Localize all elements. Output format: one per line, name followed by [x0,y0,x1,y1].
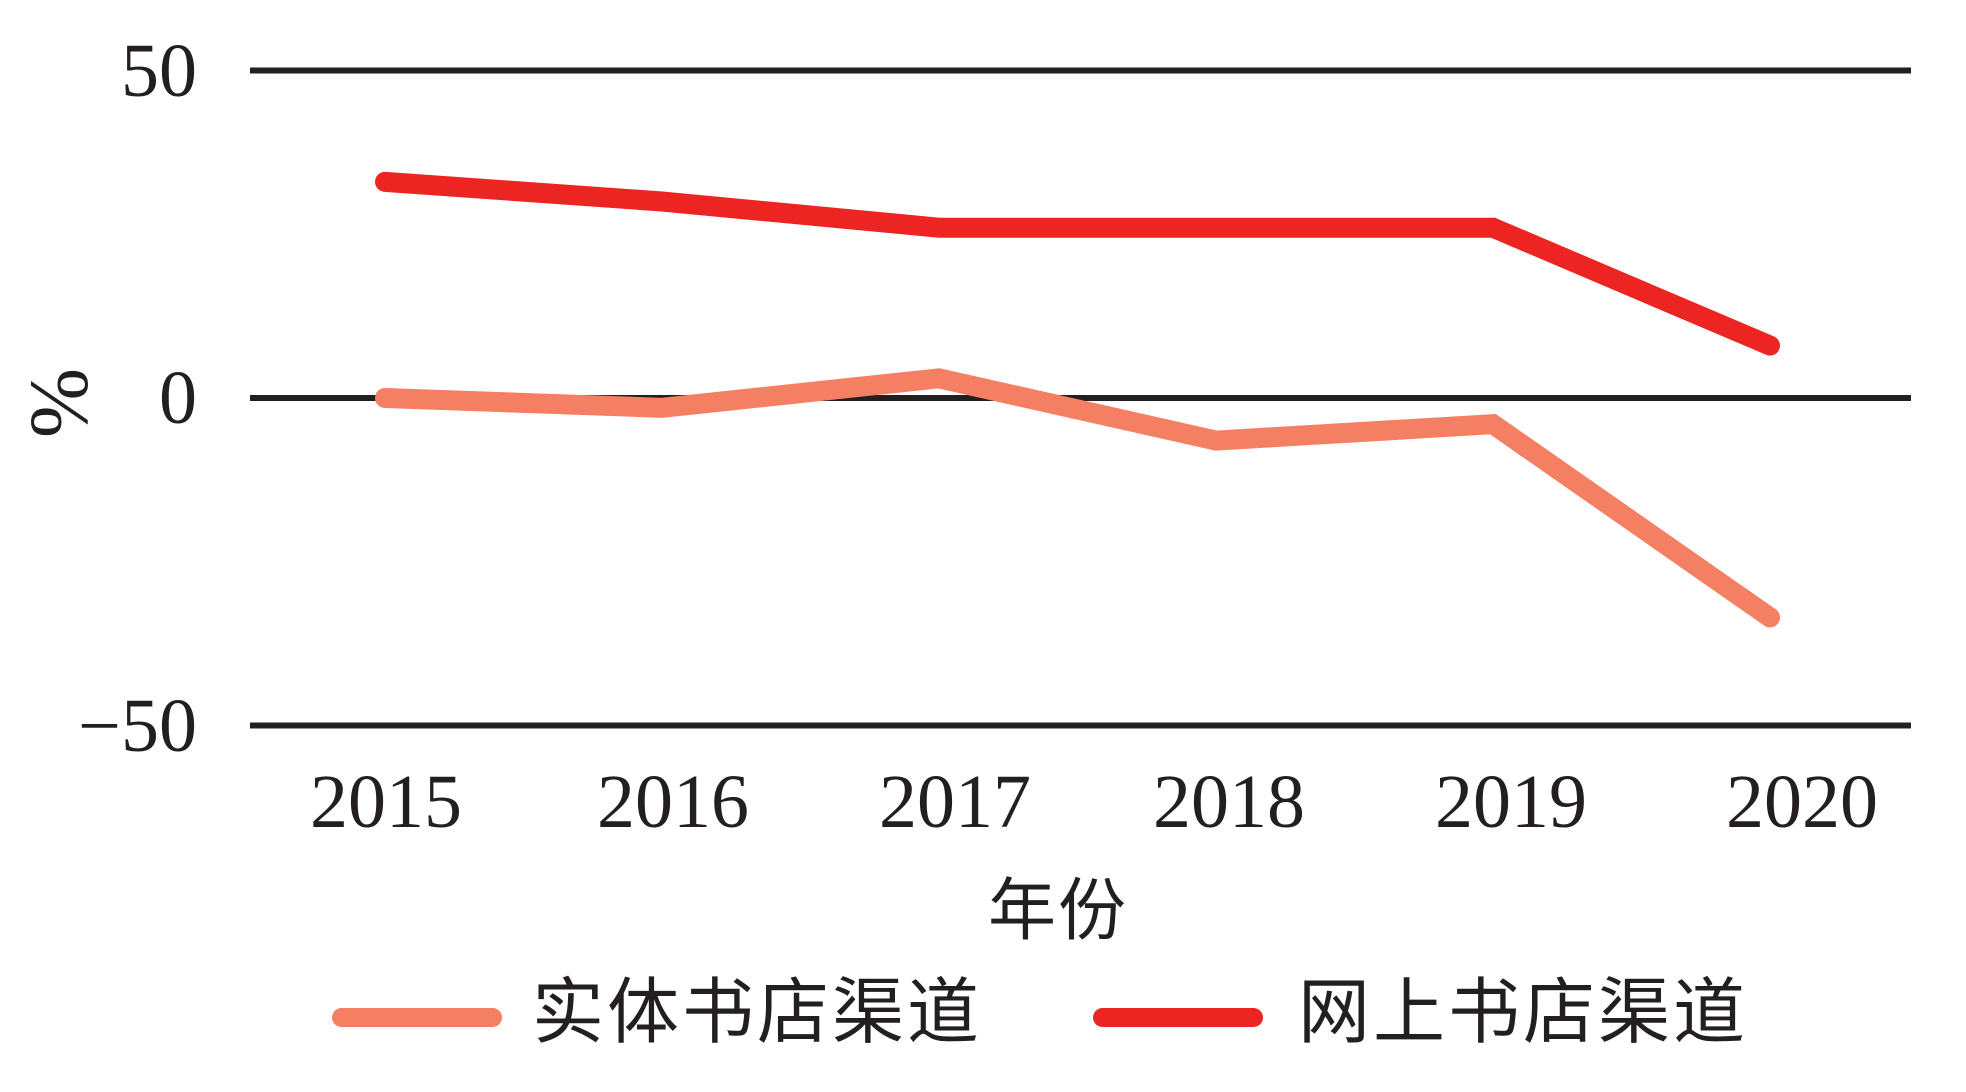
x-tick-2020: 2020 [1726,760,1878,844]
y-tick-minus50: −50 [78,683,197,768]
x-tick-2015: 2015 [310,760,462,844]
x-tick-2016: 2016 [597,760,749,844]
legend-label-online-bookstore: 网上书店渠道 [1298,973,1749,1053]
x-tick-2017: 2017 [879,760,1031,844]
legend-label-physical-bookstore: 实体书店渠道 [532,973,983,1053]
x-tick-2018: 2018 [1153,760,1305,844]
x-tick-2019: 2019 [1435,760,1587,844]
x-axis-title: 年份 [987,873,1129,949]
legend-swatch-physical-bookstore [332,1008,502,1027]
y-tick-50: 50 [121,28,197,113]
y-tick-0: 0 [159,356,197,440]
legend-swatch-online-bookstore [1093,1008,1263,1027]
y-axis-title: % [13,368,106,438]
